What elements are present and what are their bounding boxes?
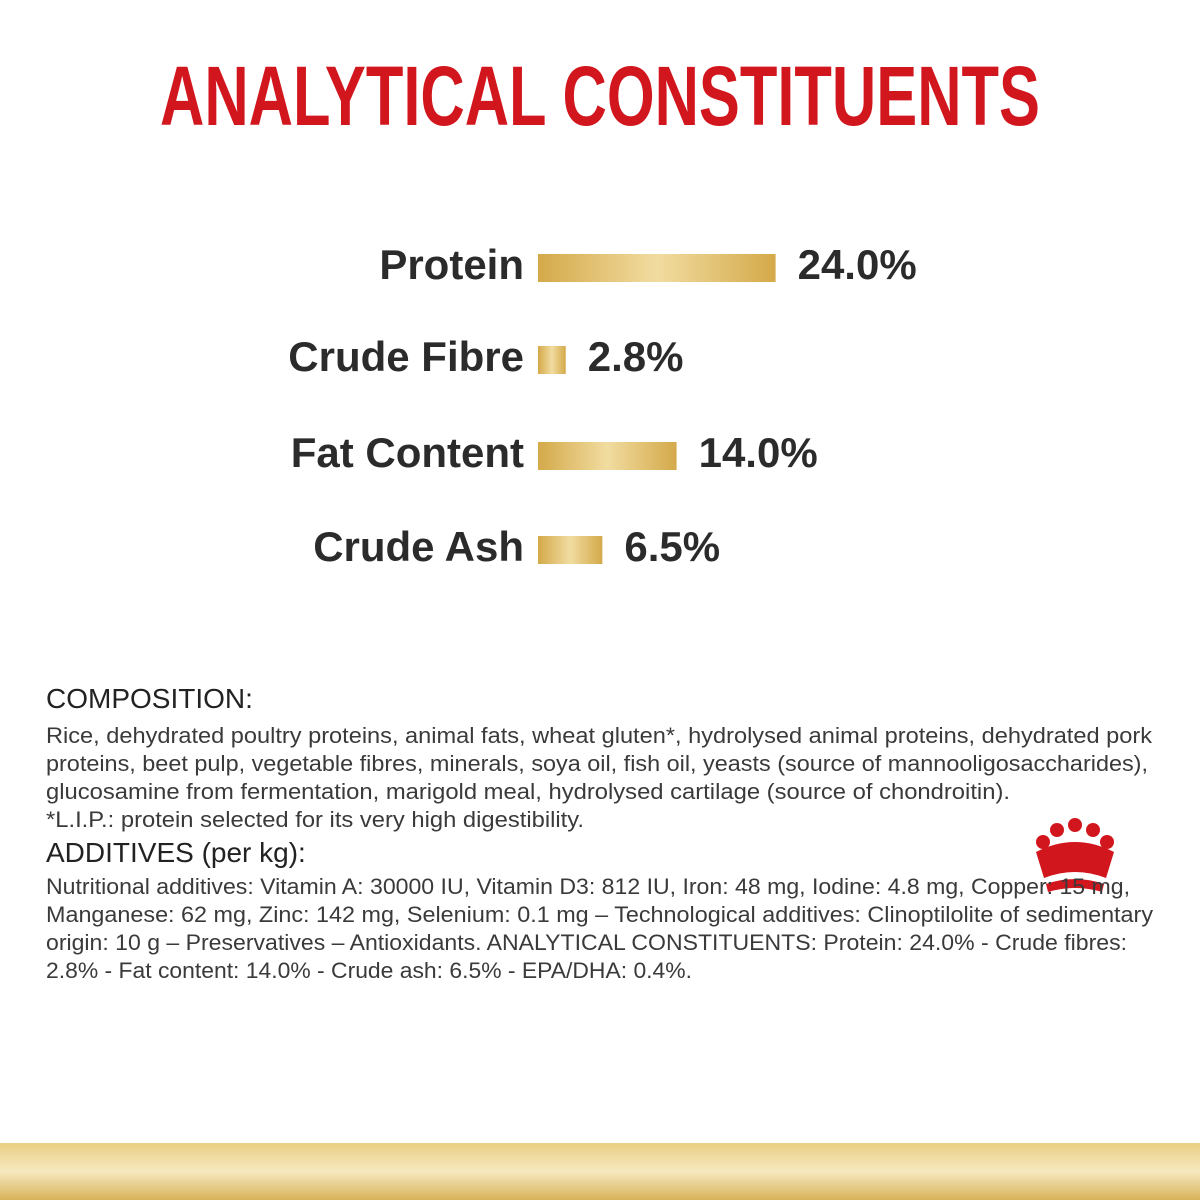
value-label: 24.0% xyxy=(798,241,917,288)
composition-heading: COMPOSITION: xyxy=(46,683,253,714)
title: ANALYTICAL CONSTITUENTS xyxy=(160,49,1040,143)
category-label: Crude Ash xyxy=(313,523,524,570)
value-label: 6.5% xyxy=(624,523,720,570)
logo xyxy=(1036,818,1114,892)
category-label: Crude Fibre xyxy=(288,333,524,380)
bar xyxy=(538,346,566,374)
composition-line: glucosamine from fermentation, marigold … xyxy=(46,779,1010,804)
additives-line: origin: 10 g – Preservatives – Antioxida… xyxy=(46,930,1127,955)
footer-band xyxy=(0,1143,1200,1200)
composition-line: proteins, beet pulp, vegetable fibres, m… xyxy=(46,751,1148,776)
bar xyxy=(538,254,776,282)
composition-line: *L.I.P.: protein selected for its very h… xyxy=(46,807,584,832)
bar xyxy=(538,536,603,564)
composition-line: Rice, dehydrated poultry proteins, anima… xyxy=(46,723,1153,748)
additives-line: Manganese: 62 mg, Zinc: 142 mg, Selenium… xyxy=(46,902,1153,927)
additives-line: 2.8% - Fat content: 14.0% - Crude ash: 6… xyxy=(46,958,692,983)
additives-heading: ADDITIVES (per kg): xyxy=(46,837,306,868)
value-label: 2.8% xyxy=(588,333,684,380)
category-label: Protein xyxy=(379,241,524,288)
bar xyxy=(538,442,677,470)
value-label: 14.0% xyxy=(699,429,818,476)
additives-line: Nutritional additives: Vitamin A: 30000 … xyxy=(46,874,1130,899)
category-label: Fat Content xyxy=(291,429,524,476)
